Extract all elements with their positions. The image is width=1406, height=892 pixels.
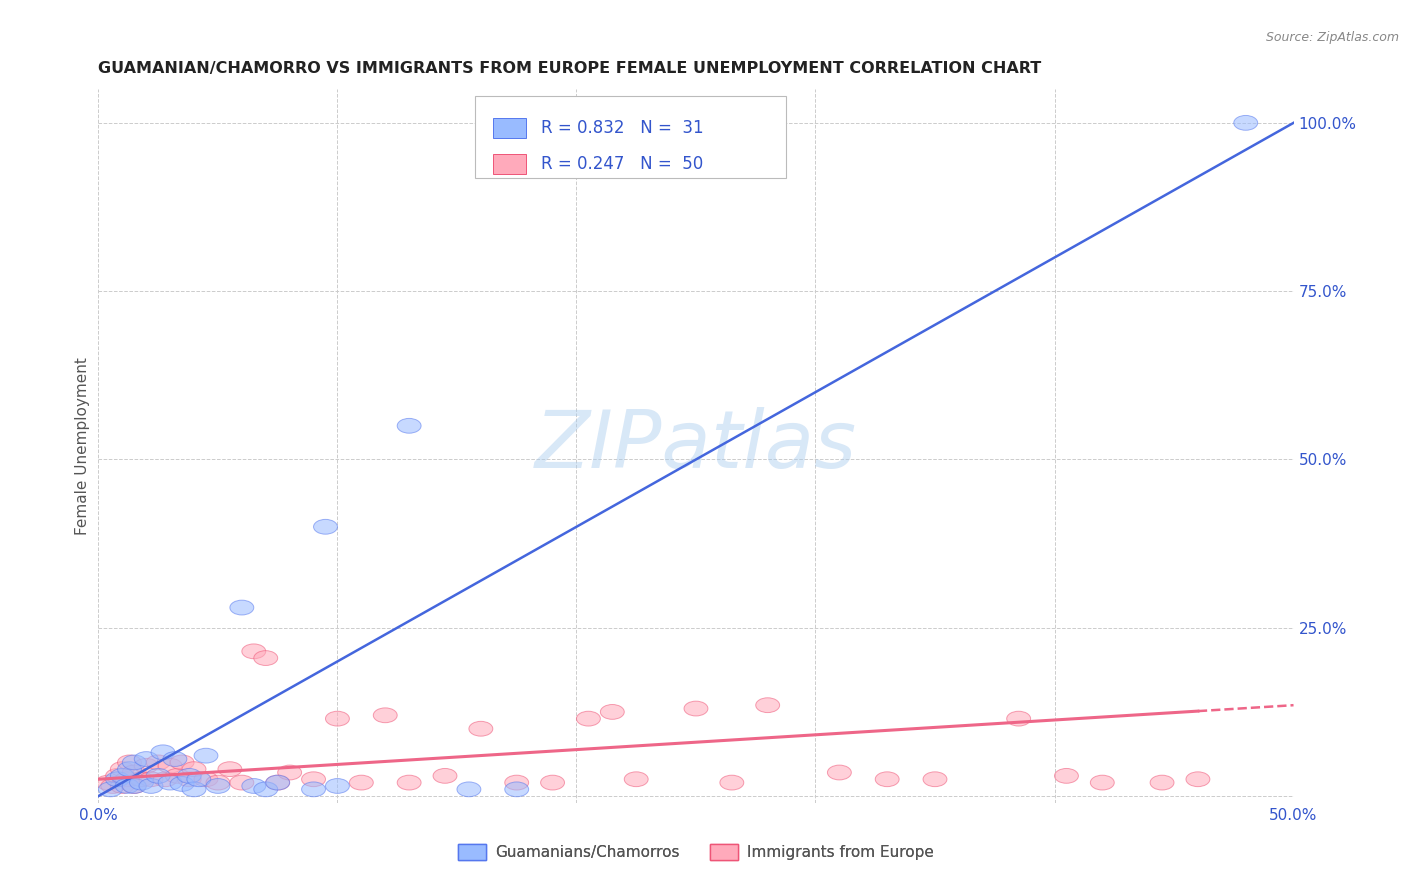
Ellipse shape <box>122 779 146 793</box>
Ellipse shape <box>540 775 565 790</box>
Ellipse shape <box>170 777 194 791</box>
Ellipse shape <box>122 779 146 793</box>
Ellipse shape <box>118 755 142 770</box>
Ellipse shape <box>685 701 709 716</box>
Ellipse shape <box>122 755 146 770</box>
Text: R = 0.247   N =  50: R = 0.247 N = 50 <box>541 154 703 173</box>
Ellipse shape <box>194 772 218 787</box>
Ellipse shape <box>457 782 481 797</box>
Ellipse shape <box>1054 769 1078 783</box>
Ellipse shape <box>194 748 218 763</box>
Ellipse shape <box>254 650 278 665</box>
Ellipse shape <box>105 769 129 783</box>
Ellipse shape <box>187 772 211 787</box>
Ellipse shape <box>600 705 624 719</box>
Ellipse shape <box>1150 775 1174 790</box>
Ellipse shape <box>183 782 207 797</box>
Ellipse shape <box>505 775 529 790</box>
Ellipse shape <box>96 775 120 790</box>
Ellipse shape <box>398 418 422 434</box>
Ellipse shape <box>207 775 231 790</box>
Ellipse shape <box>374 708 398 723</box>
Ellipse shape <box>876 772 900 787</box>
Ellipse shape <box>254 782 278 797</box>
Ellipse shape <box>756 698 780 713</box>
Ellipse shape <box>146 769 170 783</box>
Legend: Guamanians/Chamorros, Immigrants from Europe: Guamanians/Chamorros, Immigrants from Eu… <box>453 838 939 866</box>
Ellipse shape <box>314 519 337 534</box>
Ellipse shape <box>170 755 194 770</box>
Ellipse shape <box>242 779 266 793</box>
FancyBboxPatch shape <box>475 96 786 178</box>
Ellipse shape <box>326 779 350 793</box>
Ellipse shape <box>139 779 163 793</box>
Ellipse shape <box>398 775 422 790</box>
FancyBboxPatch shape <box>494 153 526 174</box>
Ellipse shape <box>111 762 135 777</box>
Ellipse shape <box>166 769 190 783</box>
Ellipse shape <box>207 779 231 793</box>
Ellipse shape <box>177 772 201 787</box>
Ellipse shape <box>163 752 187 766</box>
Ellipse shape <box>1007 711 1031 726</box>
Ellipse shape <box>231 600 254 615</box>
Ellipse shape <box>576 711 600 726</box>
Ellipse shape <box>720 775 744 790</box>
Ellipse shape <box>159 775 183 790</box>
Ellipse shape <box>266 775 290 790</box>
Ellipse shape <box>159 758 183 773</box>
Ellipse shape <box>115 779 139 793</box>
Ellipse shape <box>326 711 350 726</box>
Ellipse shape <box>150 745 174 760</box>
Ellipse shape <box>278 765 302 780</box>
Text: Source: ZipAtlas.com: Source: ZipAtlas.com <box>1265 31 1399 45</box>
Ellipse shape <box>266 775 290 790</box>
Ellipse shape <box>350 775 374 790</box>
Ellipse shape <box>827 765 852 780</box>
Ellipse shape <box>177 769 201 783</box>
Ellipse shape <box>624 772 648 787</box>
Ellipse shape <box>122 765 146 780</box>
Ellipse shape <box>1187 772 1211 787</box>
Ellipse shape <box>146 755 170 770</box>
Ellipse shape <box>105 772 129 787</box>
Ellipse shape <box>101 779 125 793</box>
Ellipse shape <box>470 722 494 736</box>
Ellipse shape <box>111 779 135 793</box>
Ellipse shape <box>135 758 159 773</box>
FancyBboxPatch shape <box>494 118 526 137</box>
Ellipse shape <box>139 772 163 787</box>
Ellipse shape <box>231 775 254 790</box>
Ellipse shape <box>301 772 326 787</box>
Text: GUAMANIAN/CHAMORRO VS IMMIGRANTS FROM EUROPE FEMALE UNEMPLOYMENT CORRELATION CHA: GUAMANIAN/CHAMORRO VS IMMIGRANTS FROM EU… <box>98 61 1042 76</box>
Y-axis label: Female Unemployment: Female Unemployment <box>75 357 90 535</box>
Ellipse shape <box>1091 775 1115 790</box>
Ellipse shape <box>505 782 529 797</box>
Ellipse shape <box>153 772 177 787</box>
Ellipse shape <box>118 762 142 777</box>
Ellipse shape <box>115 772 139 787</box>
Ellipse shape <box>111 769 135 783</box>
Ellipse shape <box>183 762 207 777</box>
Ellipse shape <box>433 769 457 783</box>
Ellipse shape <box>98 782 122 797</box>
Ellipse shape <box>301 782 326 797</box>
Ellipse shape <box>1234 115 1258 130</box>
Ellipse shape <box>129 772 153 787</box>
Ellipse shape <box>242 644 266 658</box>
Ellipse shape <box>218 762 242 777</box>
Ellipse shape <box>135 752 159 766</box>
Ellipse shape <box>922 772 948 787</box>
Text: ZIPatlas: ZIPatlas <box>534 407 858 485</box>
Ellipse shape <box>129 775 153 790</box>
Text: R = 0.832   N =  31: R = 0.832 N = 31 <box>541 119 703 136</box>
